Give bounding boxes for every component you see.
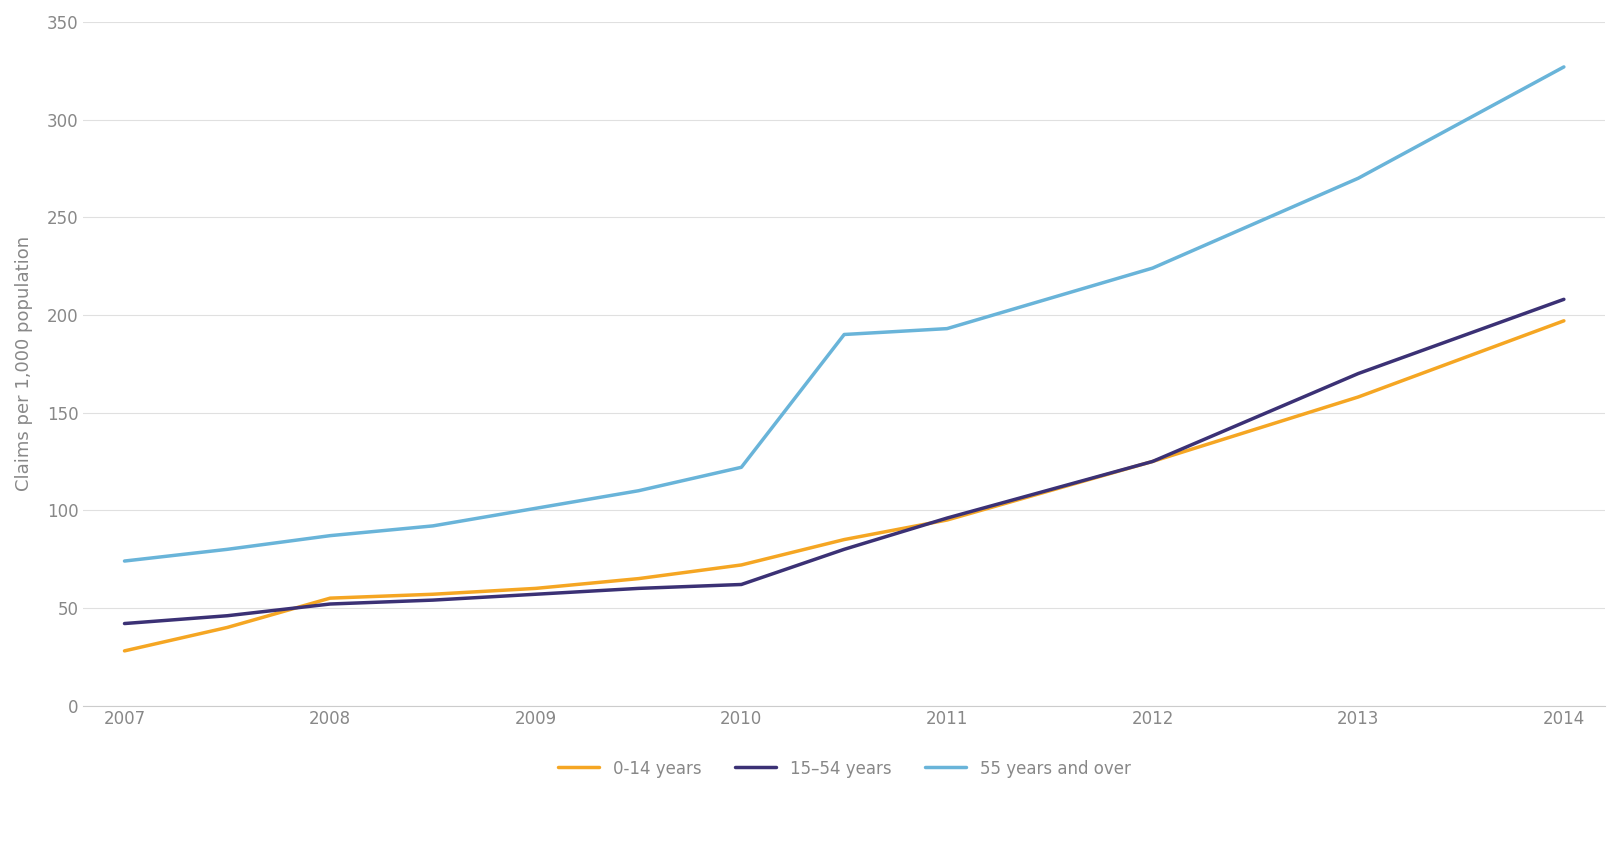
15–54 years xyxy=(834,544,854,555)
55 years and over xyxy=(834,329,854,339)
55 years and over xyxy=(526,503,546,513)
15–54 years xyxy=(526,589,546,600)
0-14 years xyxy=(629,573,648,583)
15–54 years xyxy=(1348,369,1367,379)
15–54 years xyxy=(321,599,340,609)
Y-axis label: Claims per 1,000 population: Claims per 1,000 population xyxy=(15,237,32,491)
Line: 0-14 years: 0-14 years xyxy=(125,321,1563,651)
0-14 years xyxy=(1348,392,1367,402)
Legend: 0-14 years, 15–54 years, 55 years and over: 0-14 years, 15–54 years, 55 years and ov… xyxy=(549,751,1139,786)
0-14 years xyxy=(423,589,442,600)
55 years and over xyxy=(1348,173,1367,183)
0-14 years xyxy=(526,583,546,594)
0-14 years xyxy=(834,534,854,544)
15–54 years xyxy=(217,611,237,621)
55 years and over xyxy=(629,486,648,496)
0-14 years xyxy=(1554,315,1573,326)
0-14 years xyxy=(217,622,237,633)
15–54 years xyxy=(115,618,134,628)
15–54 years xyxy=(629,583,648,594)
15–54 years xyxy=(732,579,752,589)
15–54 years xyxy=(423,595,442,605)
15–54 years xyxy=(938,513,957,523)
0-14 years xyxy=(1142,456,1162,466)
0-14 years xyxy=(115,646,134,656)
55 years and over xyxy=(115,556,134,566)
0-14 years xyxy=(938,515,957,525)
0-14 years xyxy=(321,593,340,603)
55 years and over xyxy=(938,324,957,334)
55 years and over xyxy=(732,462,752,472)
Line: 15–54 years: 15–54 years xyxy=(125,299,1563,623)
15–54 years xyxy=(1142,456,1162,466)
55 years and over xyxy=(1142,263,1162,273)
15–54 years xyxy=(1554,294,1573,304)
55 years and over xyxy=(321,531,340,541)
Line: 55 years and over: 55 years and over xyxy=(125,67,1563,561)
55 years and over xyxy=(423,521,442,531)
0-14 years xyxy=(732,560,752,570)
55 years and over xyxy=(217,544,237,555)
55 years and over xyxy=(1554,62,1573,72)
